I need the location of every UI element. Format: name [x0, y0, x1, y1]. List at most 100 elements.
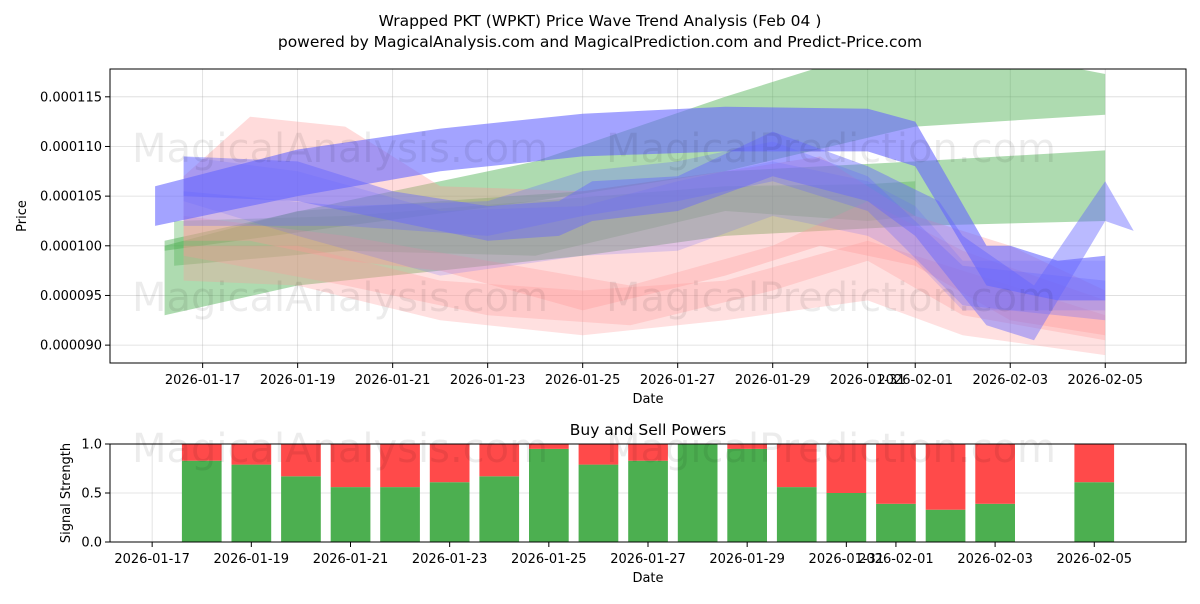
sell-bar [281, 444, 321, 477]
sell-bar [1074, 444, 1115, 483]
buy-bar [380, 487, 420, 542]
chart-title-line1: Wrapped PKT (WPKT) Price Wave Trend Anal… [379, 12, 822, 30]
sell-bar [380, 444, 420, 488]
sell-bar [529, 444, 569, 449]
sell-bar [479, 444, 520, 477]
x-tick-label: 2026-01-25 [545, 373, 621, 388]
buy-bar [281, 476, 321, 542]
buy-sell-title: Buy and Sell Powers [570, 421, 727, 439]
x-tick-label: 2026-01-29 [709, 552, 785, 567]
buy-bar [578, 464, 619, 542]
x-tick-label: 2026-01-27 [640, 373, 716, 388]
x-tick-label: 2026-01-21 [355, 373, 431, 388]
buy-bar [826, 493, 867, 542]
y-tick-label: 0.000115 [40, 90, 102, 105]
sell-bar [429, 444, 470, 483]
x-tick-label: 2026-01-31 [809, 552, 885, 567]
x-tick-label: 2026-01-31 [830, 373, 906, 388]
x-tick-label: 2026-02-05 [1067, 373, 1143, 388]
watermark-text: MagicalPrediction.com [606, 275, 1056, 321]
x-tick-label: 2026-02-03 [957, 552, 1033, 567]
y-tick-label: 0.0 [81, 536, 102, 551]
x-tick-label: 2026-01-19 [260, 373, 336, 388]
pink-wave-band [183, 201, 1106, 341]
x-tick-label: 2026-02-03 [972, 373, 1048, 388]
price-x-axis-label: Date [632, 392, 663, 407]
buy-bar [628, 460, 668, 542]
price-y-axis: 0.000090 0.000095 0.000100 0.000105 0.000110… [40, 90, 110, 354]
y-tick-label: 0.000105 [40, 190, 102, 205]
y-tick-label: 0.000100 [40, 239, 102, 254]
chart-title-line2: powered by MagicalAnalysis.com and Magic… [278, 33, 922, 51]
sell-bar [181, 444, 222, 461]
watermark-text: MagicalPrediction.com [606, 126, 1056, 172]
x-tick-label: 2026-02-01 [877, 373, 953, 388]
buy-sell-bars [181, 444, 1115, 542]
green-wave-band [174, 181, 916, 266]
buy-sell-y-axis-label: Signal Strength [59, 443, 74, 543]
watermark-text: MagicalAnalysis.com [132, 275, 548, 321]
sell-bar [876, 444, 916, 504]
sell-bar [727, 444, 767, 449]
buy-bar [975, 503, 1015, 542]
buy-bar [479, 476, 520, 542]
y-tick-label: 0.000090 [40, 339, 102, 354]
x-tick-label: 2026-01-25 [511, 552, 587, 567]
x-tick-label: 2026-01-17 [165, 373, 241, 388]
y-tick-label: 0.000095 [40, 289, 102, 304]
watermark-text: MagicalAnalysis.com [132, 126, 548, 172]
blue-wave-band [183, 131, 1134, 341]
buy-bar [776, 487, 817, 542]
x-tick-label: 2026-02-05 [1056, 552, 1132, 567]
sell-bar [925, 444, 966, 510]
buy-bar [677, 444, 718, 542]
x-tick-label: 2026-01-23 [412, 552, 488, 567]
buy-bar [925, 509, 966, 542]
sell-bar [975, 444, 1015, 504]
buy-sell-plot: Buy and Sell Powers MagicalAnalysis.com … [59, 421, 1187, 586]
buy-bar [876, 503, 916, 542]
buy-bar [429, 482, 470, 542]
x-tick-label: 2026-02-01 [858, 552, 934, 567]
green-wave-band [164, 150, 1106, 316]
x-tick-label: 2026-01-27 [610, 552, 686, 567]
sell-bar [330, 444, 371, 488]
sell-bar [628, 444, 668, 461]
blue-wave-band [183, 141, 1106, 321]
buy-bar [330, 487, 371, 542]
x-tick-label: 2026-01-21 [313, 552, 389, 567]
price-y-axis-label: Price [15, 200, 30, 232]
blue-wave-band [155, 106, 1106, 301]
watermark-text: MagicalAnalysis.com [132, 426, 548, 472]
x-tick-label: 2026-01-23 [450, 373, 526, 388]
pink-wave-band [183, 240, 1106, 356]
sell-bar [578, 444, 619, 465]
price-wave-plot: MagicalAnalysis.com MagicalPrediction.co… [15, 68, 1187, 407]
buy-sell-y-axis: 0.0 0.5 1.0 [81, 438, 110, 551]
sell-bar [826, 444, 867, 493]
y-tick-label: 1.0 [81, 438, 102, 453]
buy-sell-x-axis-label: Date [632, 571, 663, 586]
buy-sell-watermarks: MagicalAnalysis.com MagicalPrediction.co… [132, 426, 1056, 472]
buy-sell-x-axis: 2026-01-17 2026-01-19 2026-01-21 2026-01-23… [114, 542, 1132, 567]
watermark-text: MagicalPrediction.com [606, 426, 1056, 472]
x-tick-label: 2026-01-19 [214, 552, 290, 567]
buy-bar [231, 464, 272, 542]
buy-bar [1074, 482, 1115, 542]
price-watermarks: MagicalAnalysis.com MagicalPrediction.co… [132, 126, 1056, 321]
y-tick-label: 0.000110 [40, 140, 102, 155]
x-tick-label: 2026-01-29 [735, 373, 811, 388]
buy-bar [181, 460, 222, 542]
y-tick-label: 0.5 [81, 487, 102, 502]
blue-wave-band [183, 156, 1106, 311]
x-tick-label: 2026-01-17 [114, 552, 190, 567]
buy-bar [727, 448, 767, 542]
price-bands [155, 69, 1134, 356]
price-x-axis: 2026-01-17 2026-01-19 2026-01-21 2026-01-23… [165, 363, 1143, 388]
sell-bar [776, 444, 817, 488]
price-plot-frame [109, 68, 1187, 364]
buy-bar [529, 448, 569, 542]
sell-bar [231, 444, 272, 465]
